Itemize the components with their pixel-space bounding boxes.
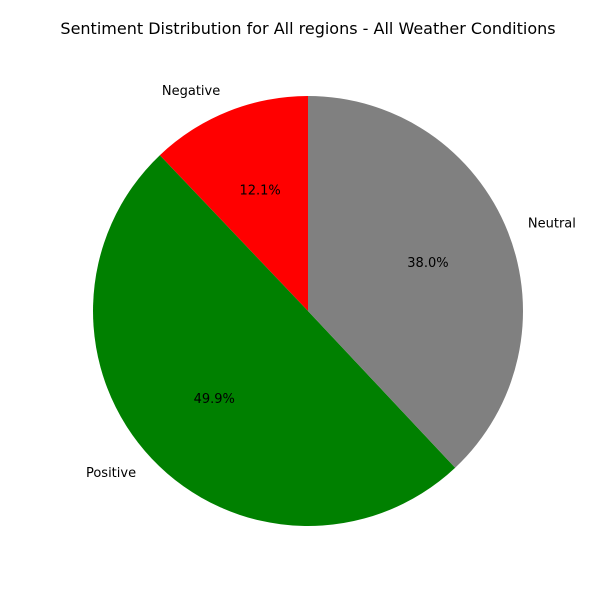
slice-label-positive: Positive [86,466,136,481]
chart-title: Sentiment Distribution for All regions -… [60,19,555,38]
pie-slice-negative [159,96,308,311]
slice-label-neutral: Neutral [528,216,576,231]
pie-slice-positive [93,155,456,526]
slice-percent-positive: 49.9% [194,392,235,407]
pie-labels: Negative 12.1% Positive 49.9% Neutral 38.0% [86,84,576,481]
pie-slice-neutral [308,96,523,468]
slice-percent-neutral: 38.0% [407,256,448,271]
pie-slices [93,96,523,526]
slice-percent-negative: 12.1% [239,184,280,199]
slice-label-negative: Negative [162,84,220,99]
